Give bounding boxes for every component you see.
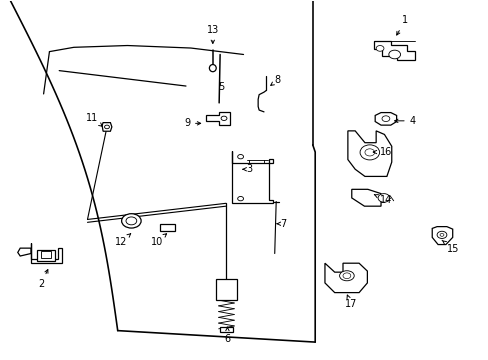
Circle shape bbox=[122, 214, 141, 228]
Ellipse shape bbox=[209, 64, 216, 72]
Text: 5: 5 bbox=[218, 82, 224, 92]
Circle shape bbox=[381, 116, 389, 122]
Polygon shape bbox=[37, 250, 55, 261]
Text: 14: 14 bbox=[373, 195, 391, 205]
Text: 13: 13 bbox=[206, 25, 219, 44]
Circle shape bbox=[377, 194, 389, 202]
Polygon shape bbox=[431, 226, 452, 244]
Polygon shape bbox=[159, 224, 175, 231]
Circle shape bbox=[436, 231, 446, 238]
Polygon shape bbox=[206, 112, 229, 125]
Text: 6: 6 bbox=[224, 327, 230, 343]
Text: 10: 10 bbox=[150, 234, 166, 247]
Text: 7: 7 bbox=[277, 219, 286, 229]
Circle shape bbox=[126, 217, 137, 225]
Text: 12: 12 bbox=[115, 234, 130, 247]
Text: 9: 9 bbox=[183, 118, 200, 128]
Polygon shape bbox=[102, 123, 112, 131]
Polygon shape bbox=[232, 151, 272, 203]
Circle shape bbox=[104, 125, 109, 129]
Polygon shape bbox=[373, 41, 414, 60]
Polygon shape bbox=[351, 189, 380, 206]
Polygon shape bbox=[18, 248, 31, 256]
Circle shape bbox=[439, 233, 443, 236]
Text: 16: 16 bbox=[372, 147, 391, 157]
Bar bbox=[41, 251, 51, 258]
Polygon shape bbox=[325, 263, 366, 293]
Polygon shape bbox=[347, 131, 391, 176]
Polygon shape bbox=[374, 113, 396, 125]
Circle shape bbox=[375, 45, 383, 51]
Polygon shape bbox=[220, 327, 232, 332]
Circle shape bbox=[221, 116, 226, 121]
Text: 1: 1 bbox=[396, 15, 407, 35]
Polygon shape bbox=[31, 243, 61, 263]
Polygon shape bbox=[216, 279, 236, 300]
Text: 4: 4 bbox=[394, 116, 415, 126]
Text: 3: 3 bbox=[243, 164, 252, 174]
Text: 2: 2 bbox=[38, 270, 48, 289]
Ellipse shape bbox=[359, 145, 379, 160]
Circle shape bbox=[364, 149, 374, 156]
Circle shape bbox=[342, 273, 350, 279]
Text: 11: 11 bbox=[86, 113, 102, 126]
Circle shape bbox=[237, 154, 243, 159]
Circle shape bbox=[388, 50, 400, 59]
Ellipse shape bbox=[339, 271, 353, 281]
Text: 17: 17 bbox=[344, 295, 356, 309]
Text: 8: 8 bbox=[270, 75, 280, 85]
Text: 15: 15 bbox=[441, 240, 458, 254]
Circle shape bbox=[237, 197, 243, 201]
